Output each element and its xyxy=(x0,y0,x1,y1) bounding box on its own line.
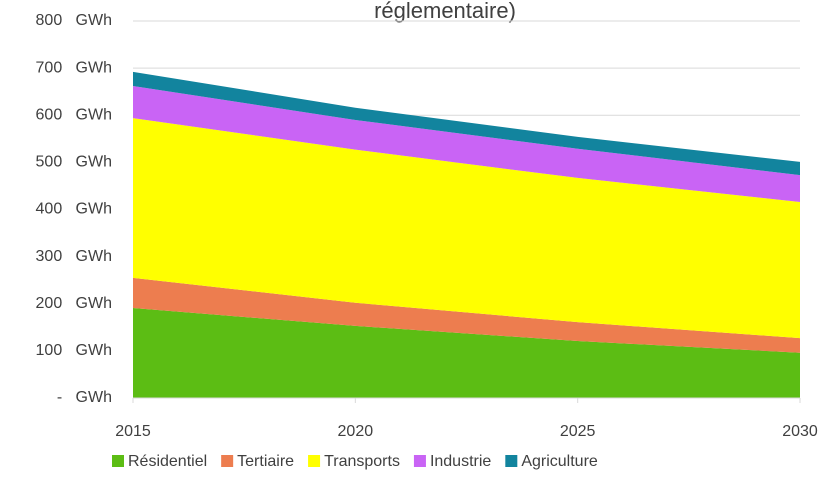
legend-label: Tertiaire xyxy=(237,453,294,470)
y-tick-label: - GWh xyxy=(57,389,112,406)
y-tick-label: 600 GWh xyxy=(36,106,112,123)
area xyxy=(133,118,800,339)
y-tick-label: 100 GWh xyxy=(36,342,112,359)
y-tick-label: 500 GWh xyxy=(36,154,112,171)
legend-label: Résidentiel xyxy=(128,453,207,470)
legend-swatch xyxy=(308,455,321,467)
y-tick-label: 700 GWh xyxy=(36,59,112,76)
chart-title: réglementaire) xyxy=(374,0,516,23)
area xyxy=(133,277,800,353)
legend-swatch xyxy=(112,455,124,467)
legend-swatch xyxy=(413,455,426,467)
legend-label: Transports xyxy=(324,453,400,470)
legend-swatch xyxy=(221,455,234,467)
y-tick-label: 300 GWh xyxy=(36,248,112,265)
legend-label: Industrie xyxy=(430,453,491,470)
legend-label: Agriculture xyxy=(521,453,598,470)
y-tick-label: 800 GWh xyxy=(36,12,112,29)
x-tick-label: 2030 xyxy=(782,423,818,440)
y-tick-label: 400 GWh xyxy=(36,201,112,218)
y-tick-label: 200 GWh xyxy=(36,295,112,312)
area xyxy=(133,307,800,398)
area xyxy=(133,86,800,202)
x-tick-label: 2015 xyxy=(115,423,151,440)
x-tick-label: 2025 xyxy=(560,423,596,440)
area xyxy=(133,71,800,176)
x-tick-label: 2020 xyxy=(338,423,374,440)
legend-swatch xyxy=(505,455,518,467)
